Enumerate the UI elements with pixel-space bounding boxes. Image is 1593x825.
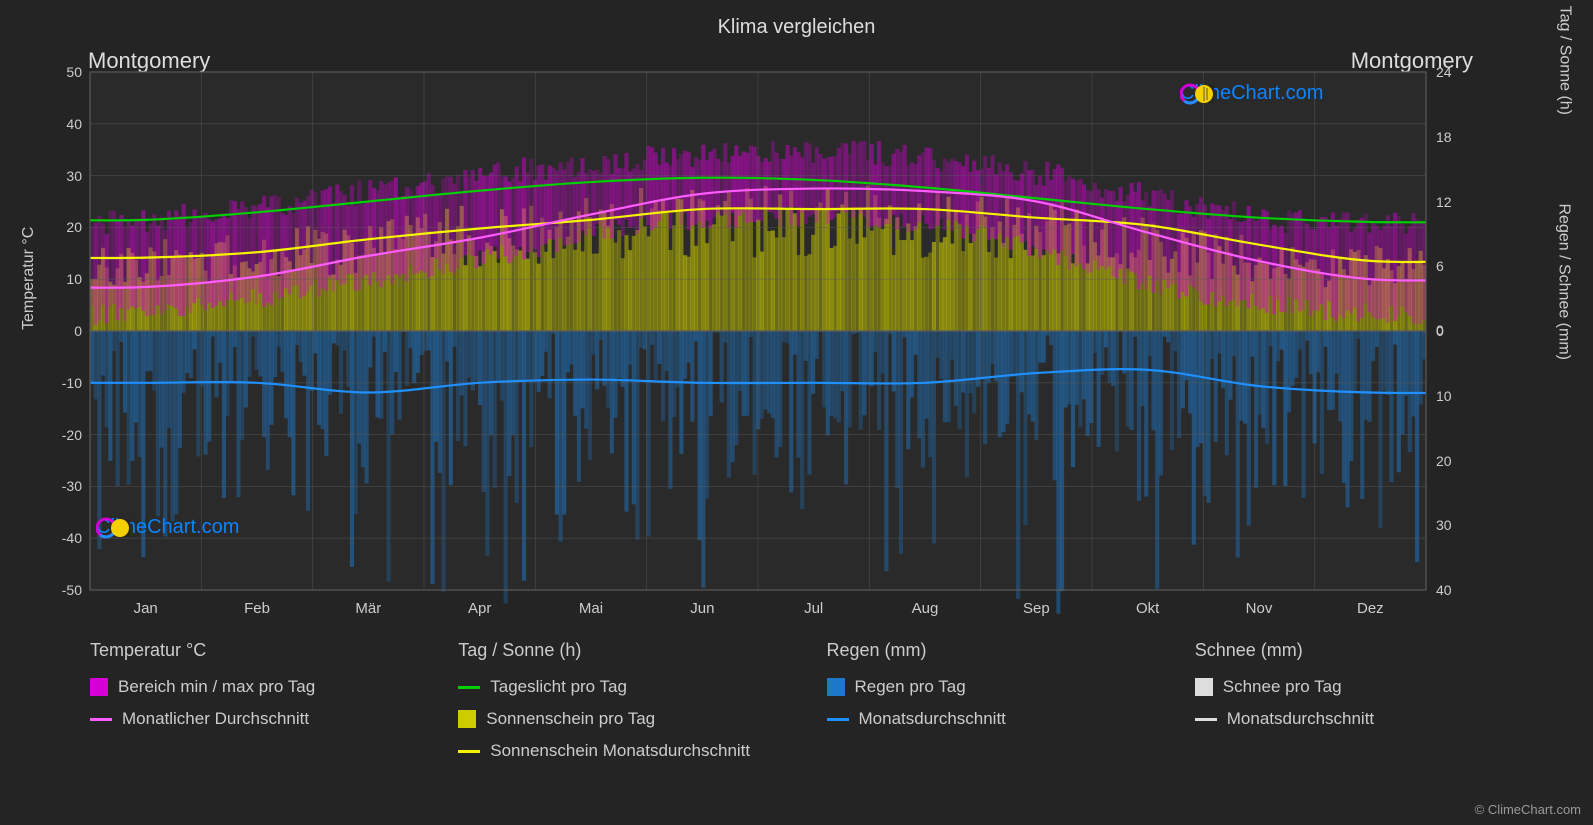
- legend-item: Sonnenschein Monatsdurchschnitt: [458, 741, 816, 761]
- y-axis-right-bottom-label: Regen / Schnee (mm): [1555, 203, 1573, 360]
- legend-item: Monatsdurchschnitt: [827, 709, 1185, 729]
- legend-label: Tageslicht pro Tag: [490, 677, 627, 697]
- legend-header: Temperatur °C: [90, 640, 448, 661]
- y-axis-left-label: Temperatur °C: [20, 227, 38, 330]
- legend-item: Regen pro Tag: [827, 677, 1185, 697]
- legend-item: Sonnenschein pro Tag: [458, 709, 816, 729]
- legend-header: Tag / Sonne (h): [458, 640, 816, 661]
- legend-col-sun: Tag / Sonne (h) Tageslicht pro Tag Sonnens…: [458, 640, 816, 761]
- legend-label: Monatsdurchschnitt: [859, 709, 1006, 729]
- legend-swatch: [827, 678, 845, 696]
- legend-header: Regen (mm): [827, 640, 1185, 661]
- legend-item: Bereich min / max pro Tag: [90, 677, 448, 697]
- legend-swatch: [827, 718, 849, 721]
- legend-swatch: [458, 686, 480, 689]
- brand-logo-bottom: ClimeChart.com: [96, 516, 239, 539]
- legend-label: Schnee pro Tag: [1223, 677, 1342, 697]
- legend-swatch: [90, 678, 108, 696]
- legend-item: Schnee pro Tag: [1195, 677, 1553, 697]
- legend-swatch: [458, 750, 480, 753]
- legend-item: Monatsdurchschnitt: [1195, 709, 1553, 729]
- legend-label: Sonnenschein Monatsdurchschnitt: [490, 741, 750, 761]
- legend-header: Schnee (mm): [1195, 640, 1553, 661]
- legend-col-temp: Temperatur °C Bereich min / max pro Tag Mo…: [90, 640, 448, 761]
- y-axis-right-top-label: Tag / Sonne (h): [1555, 6, 1573, 115]
- legend-label: Monatlicher Durchschnitt: [122, 709, 309, 729]
- legend-item: Monatlicher Durchschnitt: [90, 709, 448, 729]
- legend-label: Sonnenschein pro Tag: [486, 709, 655, 729]
- climate-chart: Klima vergleichen Montgomery Montgomery …: [0, 0, 1593, 825]
- legend-col-rain: Regen (mm) Regen pro Tag Monatsdurchschnit…: [827, 640, 1185, 761]
- logo-icon: [1180, 80, 1214, 108]
- legend-label: Bereich min / max pro Tag: [118, 677, 315, 697]
- legend-col-snow: Schnee (mm) Schnee pro Tag Monatsdurchschn…: [1195, 640, 1553, 761]
- legend: Temperatur °C Bereich min / max pro Tag Mo…: [90, 640, 1553, 761]
- legend-label: Monatsdurchschnitt: [1227, 709, 1374, 729]
- logo-icon: [96, 514, 130, 542]
- legend-swatch: [458, 710, 476, 728]
- legend-label: Regen pro Tag: [855, 677, 966, 697]
- legend-swatch: [1195, 718, 1217, 721]
- legend-item: Tageslicht pro Tag: [458, 677, 816, 697]
- legend-swatch: [1195, 678, 1213, 696]
- copyright: © ClimeChart.com: [1475, 802, 1581, 817]
- brand-logo-top: ClimeChart.com: [1180, 82, 1323, 105]
- legend-swatch: [90, 718, 112, 721]
